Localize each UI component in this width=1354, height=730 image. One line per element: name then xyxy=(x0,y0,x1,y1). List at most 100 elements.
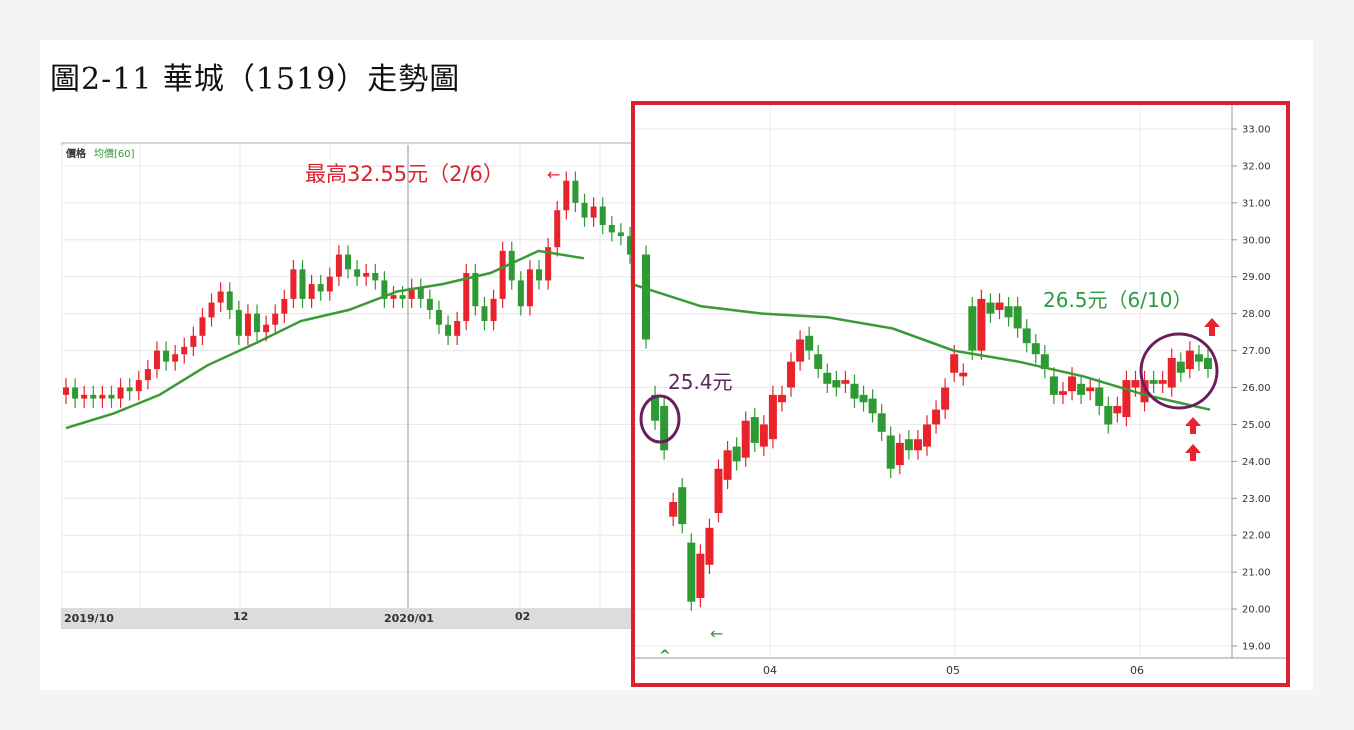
candle-body xyxy=(1113,405,1122,414)
candle-body xyxy=(1140,380,1149,403)
left-x-label-2: 12 xyxy=(233,610,248,623)
candle-body xyxy=(608,225,615,233)
candle-body xyxy=(968,306,977,351)
y-tick-label: 30.00 xyxy=(1242,235,1271,246)
candle-body xyxy=(190,335,197,347)
left-plot-frame xyxy=(61,142,633,629)
candle-body xyxy=(554,210,561,248)
candle-body xyxy=(1040,354,1049,370)
left-ma-line xyxy=(65,249,585,430)
red-arrows xyxy=(1185,318,1220,461)
candle-body xyxy=(913,439,922,451)
candle-body xyxy=(153,350,160,370)
y-tick-label: 28.00 xyxy=(1242,309,1271,320)
candle-body xyxy=(126,387,133,392)
candle-body xyxy=(1149,380,1158,384)
candle-body xyxy=(536,269,543,281)
candle-body xyxy=(1204,357,1212,370)
candle-body xyxy=(135,380,142,392)
y-tick-label: 22.00 xyxy=(1242,531,1271,542)
marker-circle-left xyxy=(639,394,681,444)
right-x-label-3: 06 xyxy=(1130,664,1144,677)
candle-body xyxy=(572,180,579,203)
candle-body xyxy=(599,206,606,226)
candle-body xyxy=(768,394,777,440)
annotation-high: 最高32.55元（2/6） xyxy=(305,162,504,186)
candle-body xyxy=(417,287,424,299)
candle-body xyxy=(859,394,868,403)
y-tick-label: 24.00 xyxy=(1242,457,1271,468)
candle-body xyxy=(787,361,796,388)
candle-body xyxy=(108,394,115,399)
candle-body xyxy=(363,273,370,277)
candle-body xyxy=(904,439,913,451)
annotation-left-marker: 25.4元 xyxy=(668,370,733,394)
candle-body xyxy=(895,442,904,466)
candle-body xyxy=(290,269,297,299)
candle-body xyxy=(741,420,750,458)
candle-body xyxy=(117,387,124,399)
candle-body xyxy=(832,380,841,388)
candle-body xyxy=(590,206,597,218)
candle-body xyxy=(1104,405,1113,425)
candle-body xyxy=(850,383,859,399)
candle-body xyxy=(814,354,823,370)
candle-body xyxy=(526,269,533,307)
y-tick-label: 25.00 xyxy=(1242,420,1271,431)
legend-price-label: 價格 xyxy=(65,147,87,160)
candle-body xyxy=(1095,387,1104,406)
candle-body xyxy=(1013,306,1022,329)
left-grid xyxy=(61,145,632,608)
candle-body xyxy=(678,487,687,525)
candle-body xyxy=(435,309,442,325)
right-y-ticks: 33.00 32.00 31.00 30.00 29.00 28.00 27.00 26.00… xyxy=(1242,125,1271,653)
candle-body xyxy=(454,321,461,336)
candle-body xyxy=(1086,387,1095,392)
candle-body xyxy=(508,250,515,281)
candle-body xyxy=(326,276,333,292)
right-ma-line xyxy=(630,258,1211,411)
candle-body xyxy=(877,413,886,432)
candle-body xyxy=(181,346,188,355)
candle-body xyxy=(217,291,224,303)
candle-body xyxy=(517,280,524,307)
candle-body xyxy=(750,417,759,443)
candle-body xyxy=(563,180,570,211)
candle-body xyxy=(372,273,379,281)
candle-body xyxy=(163,350,170,362)
y-tick-label: 29.00 xyxy=(1242,272,1271,283)
candle-body xyxy=(1004,306,1013,318)
arrow-up-icon xyxy=(1185,444,1201,461)
right-x-label-1: 04 xyxy=(763,664,777,677)
candle-body xyxy=(1185,350,1194,370)
candle-body xyxy=(651,394,660,421)
candle-body xyxy=(63,387,69,395)
y-tick-label: 27.00 xyxy=(1242,346,1271,357)
candle-body xyxy=(545,247,552,281)
figure-title: 圖2-11 華城（1519）走勢圖 xyxy=(50,62,461,97)
candle-body xyxy=(499,250,506,299)
candle-body xyxy=(445,324,452,336)
candle-body xyxy=(299,269,306,299)
candle-body xyxy=(172,354,179,362)
candle-body xyxy=(426,298,433,310)
candle-body xyxy=(959,372,968,377)
candle-body xyxy=(1131,380,1140,388)
annotation-right-marker: 26.5元（6/10） xyxy=(1043,288,1193,312)
candle-body xyxy=(759,424,768,447)
y-tick-label: 26.00 xyxy=(1242,383,1271,394)
candle-body xyxy=(868,398,877,414)
y-tick-label: 19.00 xyxy=(1242,642,1271,653)
candle-body xyxy=(208,302,215,318)
candle-body xyxy=(660,405,669,451)
y-tick-label: 21.00 xyxy=(1242,568,1271,579)
candle-body xyxy=(805,335,814,351)
candle-body xyxy=(642,254,650,340)
candle-body xyxy=(669,501,678,517)
candle-body xyxy=(226,291,233,310)
candle-body xyxy=(1068,376,1077,392)
candle-body xyxy=(308,284,315,299)
legend-ma-label: 均價[60] xyxy=(94,147,135,160)
candle-body xyxy=(335,254,342,277)
